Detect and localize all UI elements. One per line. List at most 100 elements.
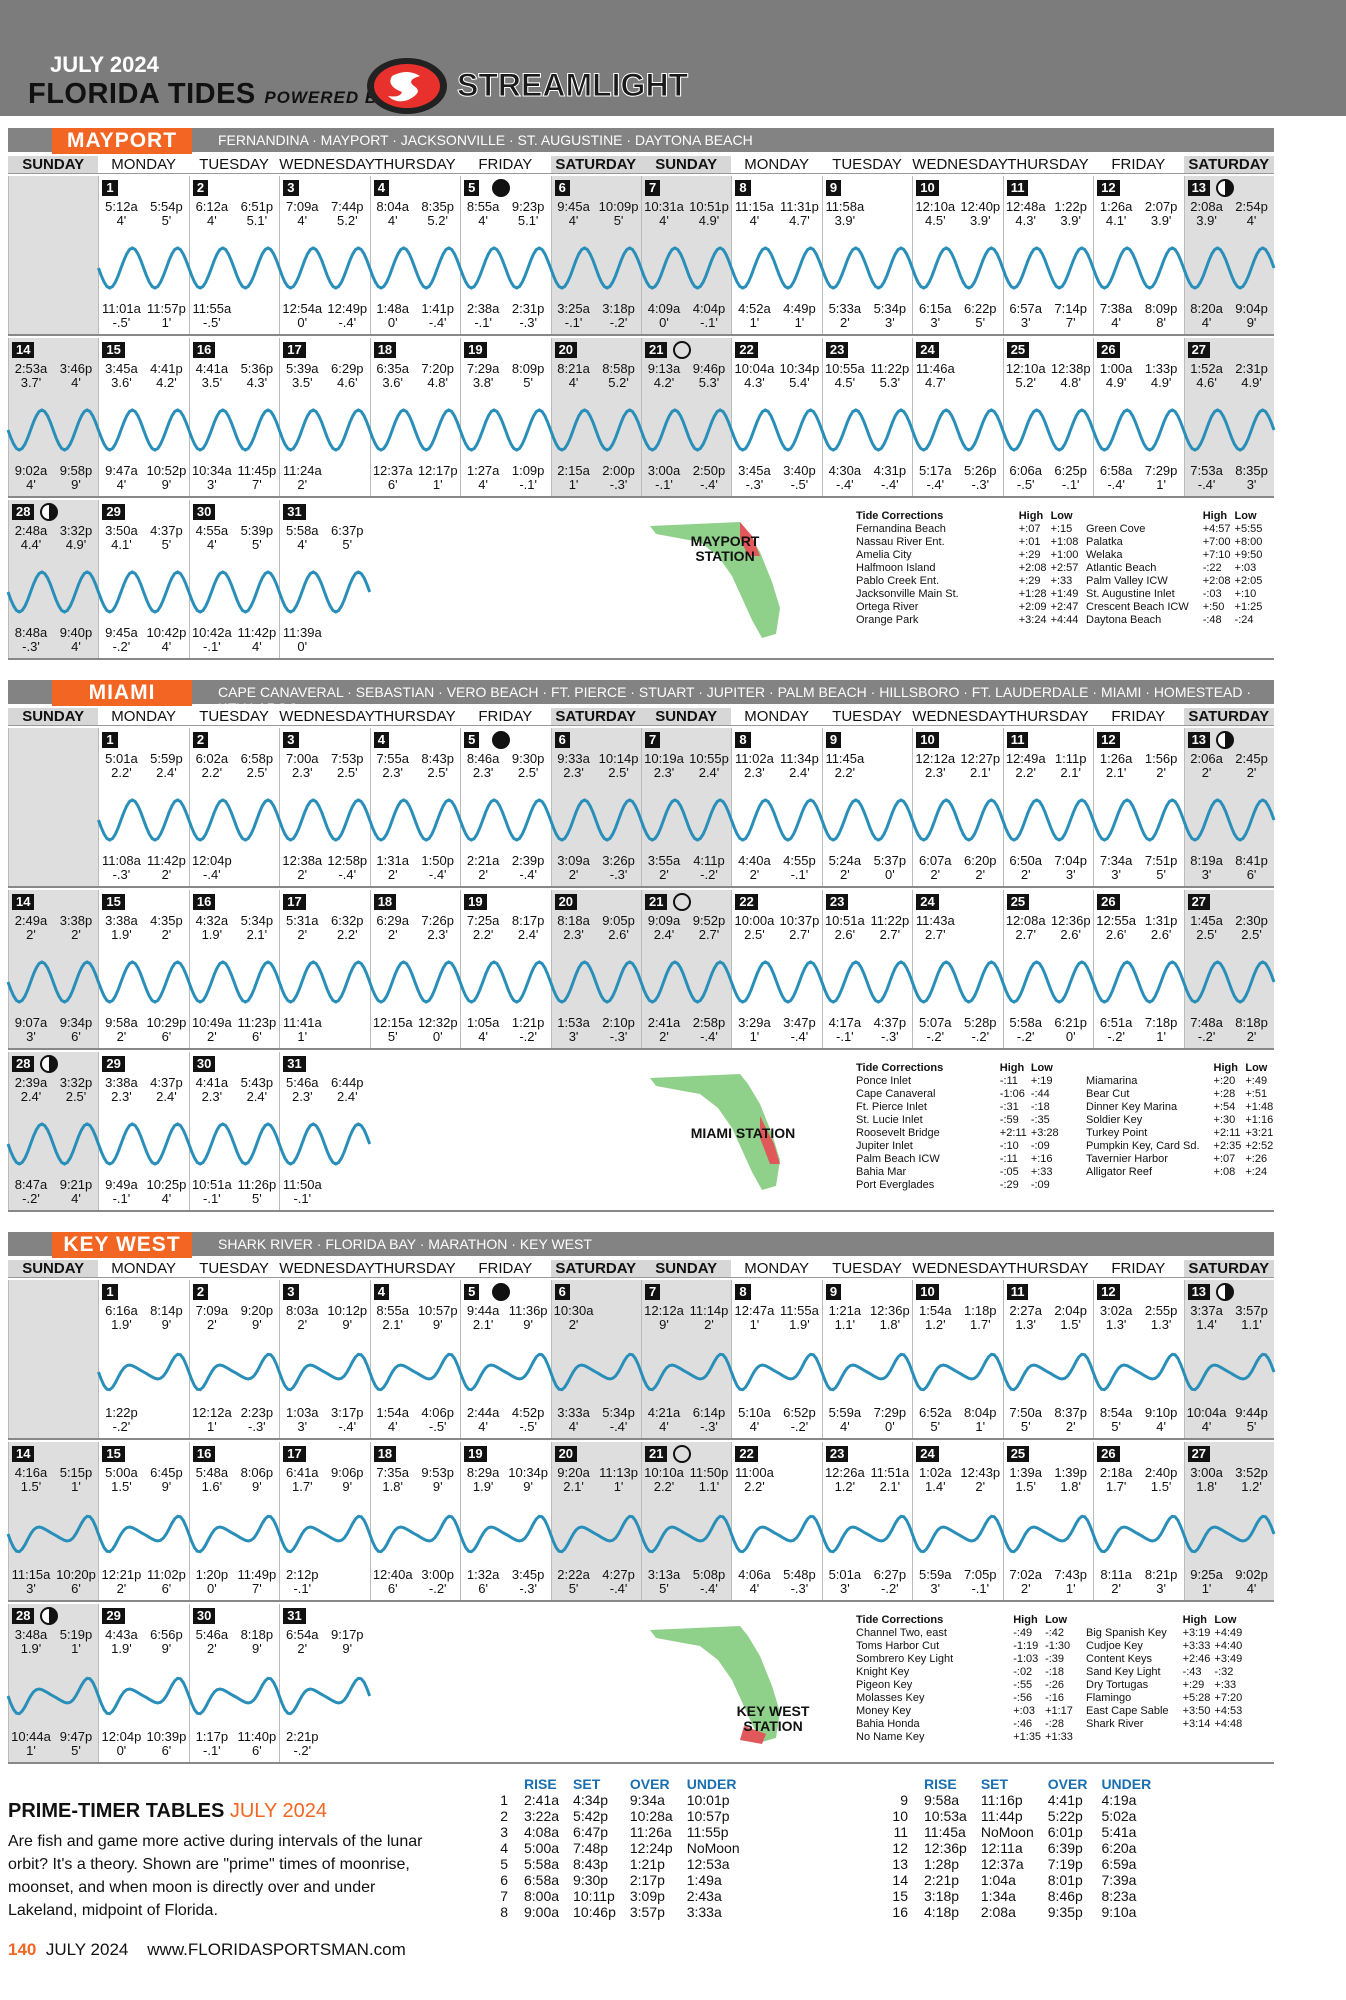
prime-time: 6:01p <box>1047 1824 1083 1840</box>
low-tide-height: -.1' <box>564 315 583 330</box>
low-tide: 11:39a 0' <box>279 626 325 654</box>
high-tide-height: 4' <box>71 375 81 390</box>
day-number: 25 <box>1006 1446 1030 1462</box>
low-tide-height: -.2' <box>112 1419 131 1434</box>
low-tide-time: 11:55a <box>192 301 232 316</box>
high-tide: 2:40p 1.5' <box>1138 1466 1184 1494</box>
low-tide-time: 10:42a <box>191 625 232 640</box>
high-tide-time: 11:13p <box>599 1465 638 1480</box>
high-tide: 2:27a 1.3' <box>1003 1304 1049 1332</box>
low-tide-time: 11:24a <box>282 463 322 478</box>
high-tide: 7:26p 2.3' <box>415 914 461 942</box>
low-tide-time: 2:50p <box>692 463 726 478</box>
day-number: 24 <box>916 894 939 910</box>
prime-day: 8 <box>500 1904 508 1920</box>
corrections-header-row: Tide Corrections High Low <box>856 1062 1063 1075</box>
high-tide-height: 2.3' <box>925 765 946 780</box>
correction-cell: +3:50 <box>1182 1705 1211 1717</box>
correction-cell: Knight Key <box>856 1666 910 1678</box>
weekday-label: THURSDAY <box>1007 156 1089 173</box>
station-towns: FERNANDINA · MAYPORT · JACKSONVILLE · ST… <box>218 132 753 148</box>
correction-cell: Tavernier Harbor <box>1086 1153 1168 1165</box>
high-tide: 8:55a 4' <box>460 200 506 228</box>
high-tide: 11:14p 2' <box>686 1304 732 1332</box>
high-tide-height: 4.5' <box>834 375 856 390</box>
day-number: 6 <box>554 180 570 196</box>
tide-section-miami: MIAMI CAPE CANAVERAL · SEBASTIAN · VERO B… <box>6 680 1277 1220</box>
low-tide-height: 0' <box>659 315 669 330</box>
prime-time: 10:01p <box>686 1792 730 1808</box>
low-tide-time: 2:44a <box>466 1405 500 1420</box>
correction-cell: Shark River <box>1086 1718 1144 1730</box>
high-tide-height: 2.3' <box>292 1089 313 1104</box>
prime-day: 6 <box>500 1872 508 1888</box>
weekday-label: SATURDAY <box>1183 156 1274 173</box>
high-tide-height: 4.3' <box>246 375 268 390</box>
low-tide: 7:04p 3' <box>1048 854 1094 882</box>
low-tide-time: 6:22p <box>964 301 997 316</box>
day-number: 31 <box>283 504 306 520</box>
high-tide-height: 1.3' <box>1150 1317 1172 1332</box>
day-cell <box>731 1442 821 1600</box>
day-cell <box>279 176 369 334</box>
high-tide: 10:19a 2.3' <box>641 752 687 780</box>
high-tide: 4:43a 1.9' <box>98 1628 144 1656</box>
low-tide: 6:57a 3' <box>1003 302 1049 330</box>
corrections-header <box>1086 1614 1183 1627</box>
day-number: 16 <box>192 1446 216 1462</box>
page-footer: 140 JULY 2024 www.FLORIDASPORTSMAN.com <box>8 1940 406 1960</box>
high-tide-height: 3.9' <box>1150 213 1172 228</box>
correction-cell: -:56 <box>1013 1692 1033 1704</box>
day-number: 14 <box>12 342 35 358</box>
low-tide-time: 12:32p <box>417 1015 458 1030</box>
high-tide-time: 12:48a <box>1005 199 1046 214</box>
low-tide-height: -.4' <box>881 477 899 492</box>
low-tide-time: 12:40a <box>372 1567 413 1582</box>
low-tide-height: 1' <box>568 477 579 492</box>
high-tide-height: 1.3' <box>1015 1317 1036 1332</box>
high-tide: 5:54p 5' <box>143 200 189 228</box>
correction-row: Flamingo +5:28 +7:20 <box>1086 1692 1246 1705</box>
high-tide: 7:25a 2.2' <box>460 914 506 942</box>
high-tide-height: 2.4' <box>156 1089 177 1104</box>
low-tide-height: 6' <box>161 1743 172 1758</box>
correction-cell: +3:49 <box>1214 1653 1243 1665</box>
low-tide-height: -.2' <box>293 1743 312 1758</box>
low-tide: 5:24a 2' <box>822 854 868 882</box>
low-tide-time: 8:47a <box>14 1177 48 1192</box>
high-tide-time: 8:29a <box>466 1465 500 1480</box>
correction-cell: +:16 <box>1030 1153 1053 1165</box>
high-tide: 10:00a 2.5' <box>731 914 777 942</box>
low-tide: 5:59a 3' <box>912 1568 958 1596</box>
correction-row: Miamarina +:20 +:49 <box>1086 1075 1277 1088</box>
low-tide-height: -.1' <box>790 867 809 882</box>
low-tide: 9:02p 4' <box>1229 1568 1275 1596</box>
low-tide-time: 6:51a <box>1099 1015 1133 1030</box>
high-tide-height: 9' <box>342 1479 353 1494</box>
high-tide-time: 6:35a <box>376 361 409 376</box>
high-tide-height: 3.8' <box>472 375 494 390</box>
high-tide: 1:39p 1.8' <box>1048 1466 1094 1494</box>
correction-cell: +9:50 <box>1234 549 1263 561</box>
high-tide: 7:00a 2.3' <box>279 752 325 780</box>
day-number: 22 <box>735 342 758 358</box>
low-tide-time: 5:01a <box>828 1567 862 1582</box>
low-tide-time: 11:49p <box>237 1567 277 1582</box>
prime-day: 16 <box>892 1904 908 1920</box>
prime-time: 11:26a <box>629 1824 672 1840</box>
day-cell <box>188 338 279 496</box>
high-tide: 1:33p 4.9' <box>1138 362 1184 390</box>
low-tide-time: 12:04p <box>191 853 232 868</box>
low-tide: 3:25a -.1' <box>551 302 597 330</box>
low-tide: 8:04p 1' <box>957 1406 1003 1434</box>
day-cell <box>8 1280 99 1438</box>
high-tide-height: 2.5' <box>1241 927 1262 942</box>
low-tide-time: 6:07a <box>919 853 952 868</box>
tide-curve <box>6 408 1276 452</box>
low-tide-height: 6' <box>387 1581 398 1596</box>
tide-curve <box>96 798 1276 842</box>
low-tide: 10:42p 4' <box>143 626 189 654</box>
low-tide: 6:21p 0' <box>1048 1016 1094 1044</box>
day-cell <box>369 1280 460 1438</box>
low-tide: 5:59a 4' <box>822 1406 868 1434</box>
